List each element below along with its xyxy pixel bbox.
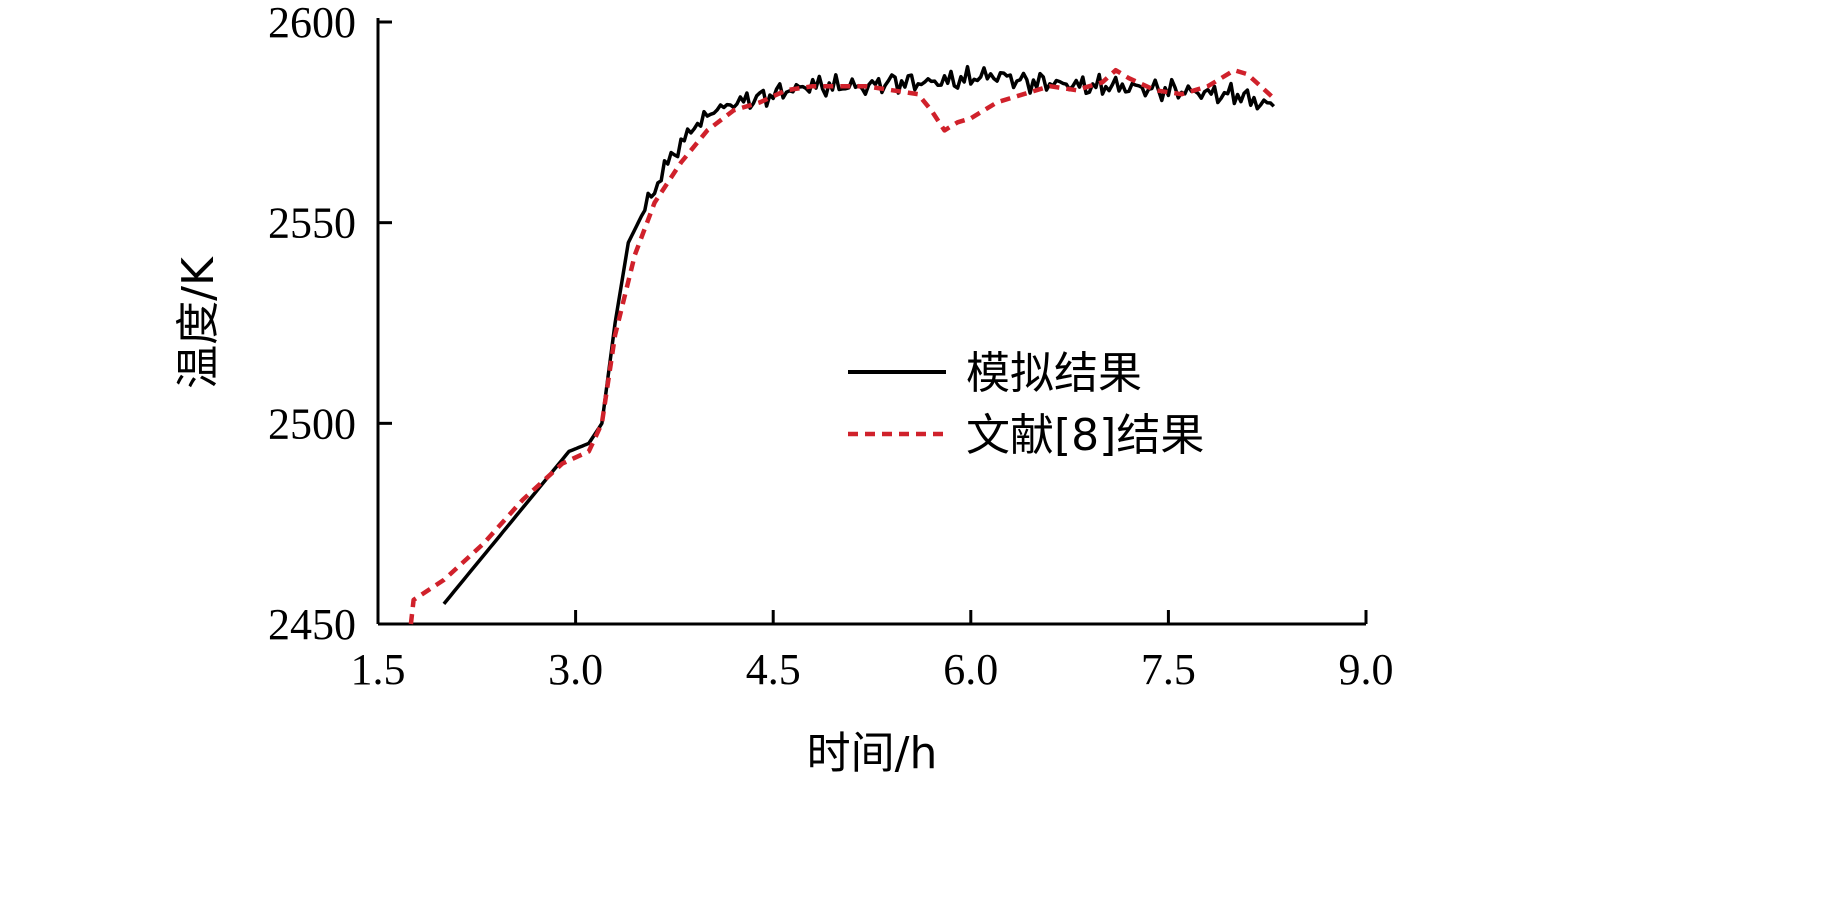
x-tick-label: 6.0 — [943, 645, 998, 694]
x-axis-title: 时间/h — [807, 728, 938, 779]
axes: 1.5 3.0 4.5 6.0 7.5 9.0 2450 2500 2550 2600 — [268, 0, 1394, 694]
x-tick-label: 9.0 — [1339, 645, 1394, 694]
x-tick-label: 1.5 — [351, 645, 406, 694]
x-tick-label: 7.5 — [1141, 645, 1196, 694]
y-tick-label: 2500 — [268, 399, 356, 448]
legend-label-simulation: 模拟结果 — [966, 348, 1142, 399]
series-line-literature — [408, 67, 1276, 625]
legend-label-literature: 文献[8]结果 — [966, 410, 1204, 461]
y-tick-label: 2550 — [268, 199, 356, 248]
series-layer — [408, 64, 1276, 625]
y-axis-title: 温度/K — [173, 256, 224, 389]
series-line-simulation — [442, 64, 1276, 606]
legend: 模拟结果 文献[8]结果 — [848, 348, 1204, 461]
y-tick-label: 2600 — [268, 0, 356, 47]
x-tick-label: 4.5 — [746, 645, 801, 694]
y-tick-label: 2450 — [268, 600, 356, 649]
x-tick-label: 3.0 — [548, 645, 603, 694]
